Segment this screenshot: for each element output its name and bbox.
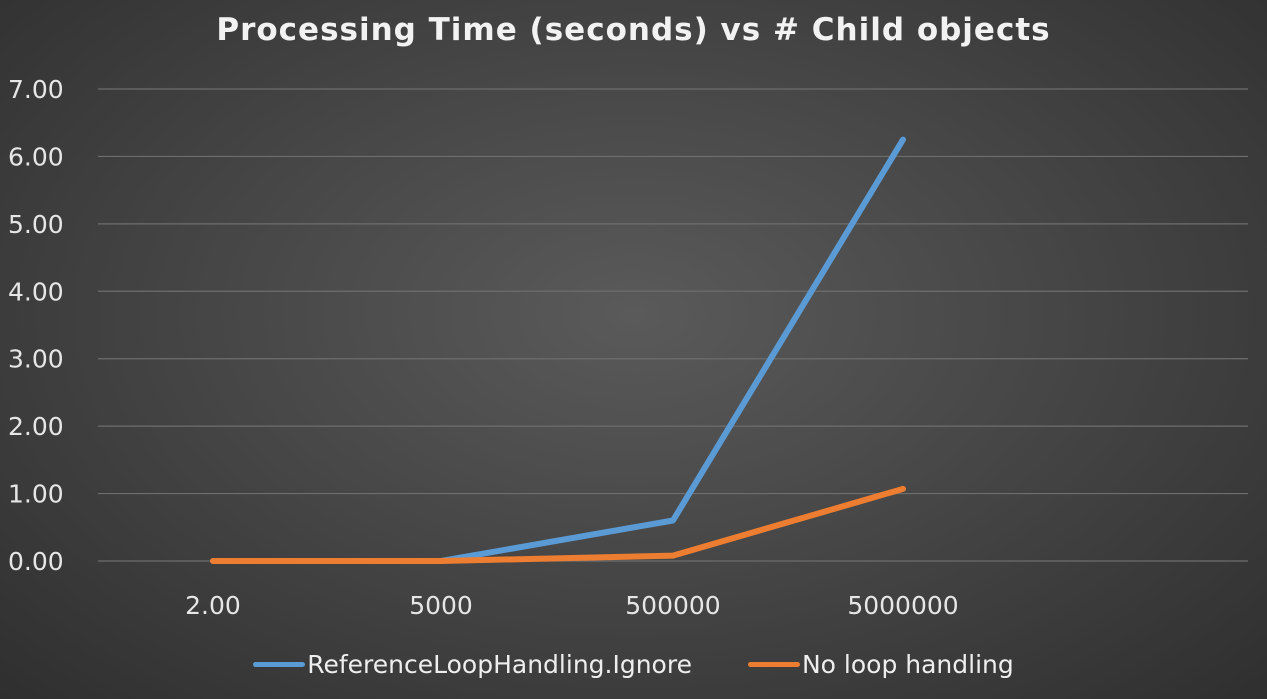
y-tick-label: 0.00 — [8, 547, 64, 576]
x-tick-label: 5000000 — [847, 591, 958, 620]
x-tick-label: 500000 — [625, 591, 720, 620]
y-tick-label: 3.00 — [8, 345, 64, 374]
y-tick-label: 6.00 — [8, 142, 64, 171]
series-line-1 — [210, 136, 906, 564]
x-tick-label: 2.00 — [185, 591, 241, 620]
y-tick-label: 1.00 — [8, 480, 64, 509]
y-tick-label: 4.00 — [8, 277, 64, 306]
series-line-2 — [210, 485, 906, 564]
x-tick-label: 5000 — [409, 591, 473, 620]
legend-label: No loop handling — [801, 649, 1014, 679]
legend: ReferenceLoopHandling.Ignore No loop hand… — [0, 646, 1267, 682]
y-tick-label: 2.00 — [8, 412, 64, 441]
legend-swatch — [747, 661, 800, 667]
y-tick-label: 5.00 — [8, 210, 64, 239]
data-point — [210, 558, 216, 564]
legend-swatch — [253, 661, 306, 667]
data-point — [670, 553, 676, 559]
legend-item-2: No loop handling — [747, 649, 1014, 679]
data-point — [900, 137, 906, 143]
legend-item-1: ReferenceLoopHandling.Ignore — [253, 650, 692, 679]
y-tick-label: 7.00 — [8, 75, 64, 104]
data-point — [900, 486, 906, 492]
legend-label: ReferenceLoopHandling.Ignore — [307, 649, 692, 679]
chart-title: Processing Time (seconds) vs # Child obj… — [216, 12, 1051, 48]
data-point — [670, 518, 676, 524]
data-point — [438, 558, 444, 564]
